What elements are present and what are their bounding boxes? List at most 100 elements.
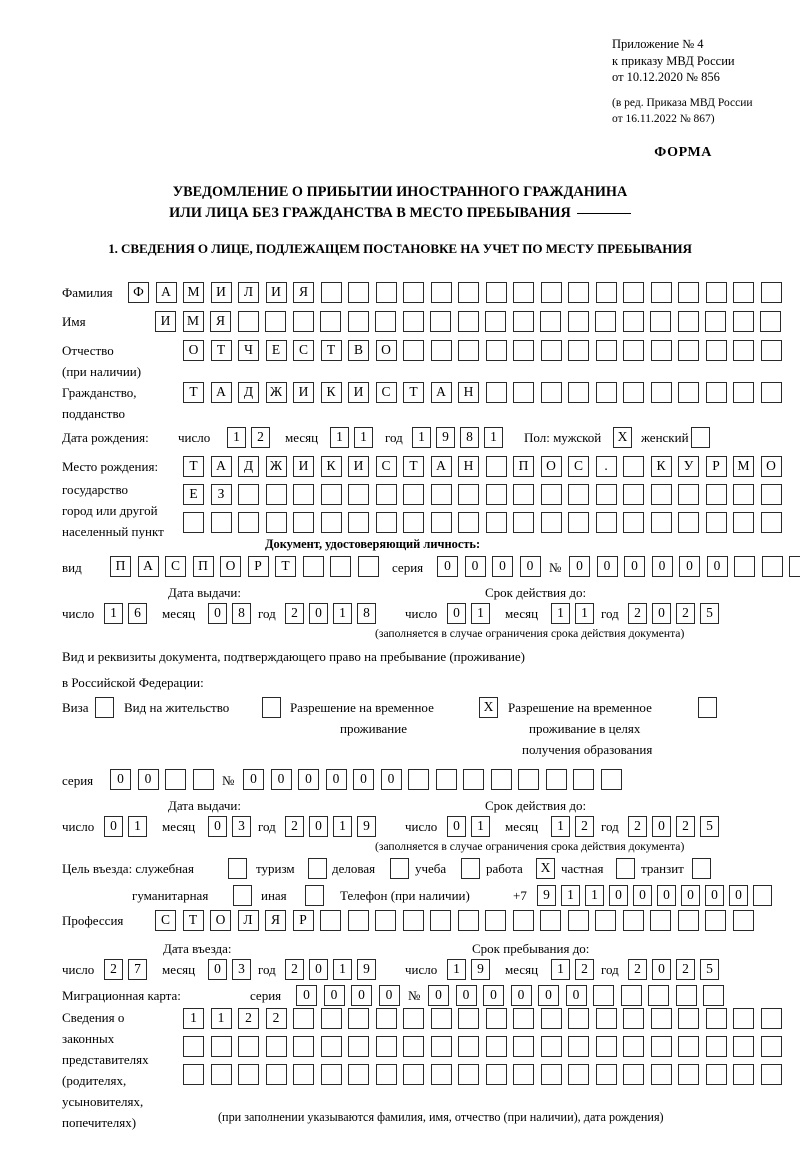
char-cell[interactable] <box>540 512 562 533</box>
char-cell[interactable]: О <box>760 456 782 477</box>
char-cell[interactable] <box>650 1008 672 1029</box>
char-cell[interactable]: 0 <box>309 816 328 837</box>
char-cell[interactable] <box>761 556 783 577</box>
char-cell[interactable]: М <box>733 456 754 477</box>
char-cell[interactable]: С <box>375 382 397 403</box>
char-cell[interactable]: Е <box>183 484 204 505</box>
char-cell[interactable] <box>458 1064 479 1085</box>
char-cell[interactable] <box>458 1036 479 1057</box>
char-cell[interactable] <box>732 311 754 332</box>
char-cell[interactable] <box>593 985 614 1006</box>
char-cell[interactable]: О <box>540 456 562 477</box>
char-cell[interactable]: И <box>348 456 369 477</box>
char-cell[interactable] <box>485 1008 507 1029</box>
legal-rep-line-3-cells[interactable] <box>183 1064 782 1085</box>
char-cell[interactable]: 1 <box>447 959 466 980</box>
char-cell[interactable] <box>402 311 424 332</box>
purpose-work-checkbox[interactable]: X <box>536 858 555 879</box>
char-cell[interactable]: 2 <box>285 959 304 980</box>
char-cell[interactable] <box>789 556 800 577</box>
char-cell[interactable]: Т <box>210 340 232 361</box>
char-cell[interactable]: 2 <box>575 816 594 837</box>
char-cell[interactable] <box>595 512 617 533</box>
char-cell[interactable] <box>463 769 484 790</box>
char-cell[interactable]: П <box>192 556 214 577</box>
char-cell[interactable]: Я <box>293 282 314 303</box>
char-cell[interactable] <box>595 484 617 505</box>
char-cell[interactable]: 2 <box>676 959 695 980</box>
char-cell[interactable]: 1 <box>227 427 246 448</box>
char-cell[interactable] <box>485 484 507 505</box>
char-cell[interactable] <box>485 456 507 477</box>
char-cell[interactable]: 7 <box>128 959 147 980</box>
char-cell[interactable]: В <box>348 340 369 361</box>
char-cell[interactable]: 9 <box>471 959 490 980</box>
char-cell[interactable]: 5 <box>700 603 719 624</box>
char-cell[interactable]: 0 <box>309 959 328 980</box>
char-cell[interactable] <box>430 512 452 533</box>
char-cell[interactable] <box>540 1064 562 1085</box>
char-cell[interactable]: 0 <box>657 885 676 906</box>
char-cell[interactable] <box>265 1036 287 1057</box>
char-cell[interactable]: 1 <box>471 816 490 837</box>
char-cell[interactable] <box>753 885 772 906</box>
char-cell[interactable] <box>293 1036 314 1057</box>
char-cell[interactable] <box>513 1064 534 1085</box>
char-cell[interactable] <box>568 512 589 533</box>
char-cell[interactable]: О <box>210 910 231 931</box>
char-cell[interactable] <box>192 769 214 790</box>
char-cell[interactable]: 1 <box>333 959 352 980</box>
char-cell[interactable] <box>292 311 314 332</box>
char-cell[interactable]: А <box>155 282 177 303</box>
char-cell[interactable]: 2 <box>676 603 695 624</box>
char-cell[interactable]: 0 <box>483 985 504 1006</box>
char-cell[interactable] <box>265 311 286 332</box>
char-cell[interactable]: З <box>210 484 232 505</box>
char-cell[interactable] <box>375 282 397 303</box>
char-cell[interactable]: 5 <box>700 816 719 837</box>
temp-residence-checkbox[interactable]: X <box>479 697 498 718</box>
char-cell[interactable] <box>238 512 259 533</box>
char-cell[interactable] <box>485 282 507 303</box>
char-cell[interactable] <box>485 382 507 403</box>
char-cell[interactable]: Ч <box>238 340 259 361</box>
char-cell[interactable] <box>733 1064 754 1085</box>
char-cell[interactable] <box>705 1064 727 1085</box>
char-cell[interactable] <box>430 340 452 361</box>
char-cell[interactable]: 0 <box>464 556 486 577</box>
char-cell[interactable]: И <box>293 456 314 477</box>
char-cell[interactable] <box>485 1064 507 1085</box>
char-cell[interactable] <box>678 282 699 303</box>
char-cell[interactable]: 2 <box>265 1008 287 1029</box>
char-cell[interactable]: А <box>137 556 159 577</box>
char-cell[interactable] <box>623 484 644 505</box>
char-cell[interactable] <box>402 910 424 931</box>
sex-male-checkbox[interactable]: X <box>613 427 632 448</box>
char-cell[interactable]: Т <box>183 382 204 403</box>
char-cell[interactable] <box>623 282 644 303</box>
char-cell[interactable] <box>622 910 644 931</box>
purpose-business-checkbox[interactable] <box>390 858 409 879</box>
char-cell[interactable]: Т <box>403 382 424 403</box>
char-cell[interactable] <box>678 1064 699 1085</box>
char-cell[interactable] <box>540 340 562 361</box>
char-cell[interactable] <box>760 484 782 505</box>
char-cell[interactable] <box>210 512 232 533</box>
char-cell[interactable]: 1 <box>551 816 570 837</box>
char-cell[interactable] <box>458 1008 479 1029</box>
char-cell[interactable]: 1 <box>210 1008 232 1029</box>
char-cell[interactable]: 2 <box>285 603 304 624</box>
char-cell[interactable] <box>732 910 754 931</box>
char-cell[interactable] <box>678 1036 699 1057</box>
char-cell[interactable]: М <box>182 311 204 332</box>
char-cell[interactable]: 0 <box>538 985 559 1006</box>
char-cell[interactable] <box>677 910 699 931</box>
